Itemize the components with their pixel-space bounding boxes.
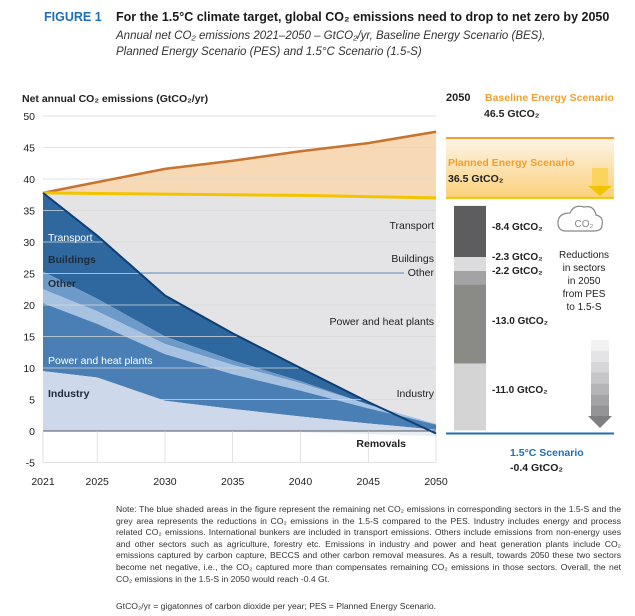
grey-arrow-segment (591, 340, 609, 351)
sector-label-power-right: Power and heat plants (330, 316, 435, 328)
panel-bes-label: Baseline Energy Scenario (485, 92, 614, 104)
y-tick-label: 0 (29, 426, 35, 438)
figure-subtitle-line1: Annual net CO₂ emissions 2021–2050 – GtC… (116, 30, 546, 42)
reductions-note-line: in 2050 (568, 276, 601, 287)
reductions-note-line: Reductions (559, 250, 609, 261)
sector-label-removals: Removals (356, 438, 406, 450)
reduction-value: -2.3 GtCO₂ (492, 252, 543, 263)
co2-cloud-icon (557, 205, 603, 232)
reductions-note-line: from PES (563, 289, 606, 300)
reductions-note-line: in sectors (563, 263, 606, 274)
removals-area (43, 431, 436, 437)
panel-year: 2050 (446, 92, 470, 104)
y-tick-label: 20 (23, 300, 35, 312)
figure-label: FIGURE 1 (44, 10, 102, 24)
panel-bes-pes-wedge (446, 139, 614, 198)
reduction-value: -13.0 GtCO₂ (492, 316, 548, 327)
x-tick-label: 2045 (357, 476, 381, 488)
panel-15s-value: -0.4 GtCO₂ (510, 462, 563, 474)
x-tick-label: 2050 (424, 476, 448, 488)
grey-arrow-segment (591, 350, 609, 362)
figure-note: Note: The blue shaded areas in the figur… (116, 504, 621, 584)
reduction-segment (454, 284, 486, 364)
reduction-value: -2.2 GtCO₂ (492, 266, 543, 277)
bes-pes-area (43, 131, 436, 198)
grey-arrow-segment (591, 361, 609, 373)
panel-bes-value: 46.5 GtCO₂ (484, 108, 540, 120)
sector-label-industry-left: Industry (48, 388, 90, 400)
sector-label-other-left: Other (48, 278, 76, 290)
figure-title: For the 1.5°C climate target, global CO₂… (116, 10, 610, 24)
y-tick-label: 45 (23, 143, 35, 155)
panel-15s-label: 1.5°C Scenario (510, 447, 584, 459)
reduction-segment (454, 363, 486, 431)
industry-area (43, 371, 436, 431)
grey-arrow-head (588, 416, 612, 428)
sector-label-buildings-left: Buildings (48, 254, 96, 266)
y-tick-label: 50 (23, 111, 35, 123)
reduction-segment (454, 205, 486, 258)
grey-arrow-segment (591, 394, 609, 406)
grey-reduction-area (43, 192, 436, 434)
figure-subtitle-line2: Planned Energy Scenario (PES) and 1.5°C … (116, 46, 422, 58)
y-tick-label: 5 (29, 395, 35, 407)
y-tick-label: 25 (23, 269, 35, 281)
co2-badge-label: CO₂ (575, 219, 594, 230)
x-tick-label: 2040 (289, 476, 313, 488)
panel-orange-arrow-shaft (592, 168, 608, 186)
reduction-value: -8.4 GtCO₂ (492, 222, 543, 233)
power-area (43, 303, 436, 430)
reduction-segment (454, 257, 486, 271)
sector-label-power-left: Power and heat plants (48, 355, 153, 367)
panel-pes-label: Planned Energy Scenario (448, 157, 575, 169)
x-tick-label: 2030 (153, 476, 177, 488)
sector-label-buildings-right: Buildings (391, 253, 434, 265)
x-tick-label: 2035 (221, 476, 245, 488)
panel-pes-value: 36.5 GtCO₂ (448, 173, 504, 185)
y-tick-label: 35 (23, 206, 35, 218)
reduction-segment (454, 270, 486, 285)
reductions-note-line: to 1.5-S (566, 302, 601, 313)
grey-arrow-segment (591, 383, 609, 395)
bes-line (42, 130, 437, 195)
net-emissions-line (42, 192, 437, 435)
pes-line (42, 191, 437, 200)
y-tick-label: -5 (26, 458, 35, 470)
sector-label-transport-right: Transport (389, 220, 434, 232)
y-axis-label: Net annual CO₂ emissions (GtCO₂/yr) (22, 93, 209, 105)
y-tick-label: 15 (23, 332, 35, 344)
grey-arrow-segment (591, 372, 609, 384)
grey-arrow-segment (591, 405, 609, 416)
sector-label-transport-left: Transport (48, 232, 93, 244)
reduction-value: -11.0 GtCO₂ (492, 385, 548, 396)
figure-subtitle: Annual net CO₂ emissions 2021–2050 – GtC… (116, 28, 635, 60)
sector-label-other-right: Other (408, 267, 435, 279)
y-tick-label: 30 (23, 237, 35, 249)
y-tick-label: 10 (23, 363, 35, 375)
y-tick-label: 40 (23, 174, 35, 186)
figure-footnote: GtCO₂/yr = gigatonnes of carbon dioxide … (116, 601, 437, 611)
x-tick-label: 2025 (86, 476, 110, 488)
panel-orange-arrow-head (588, 185, 612, 196)
x-tick-label: 2021 (31, 476, 55, 488)
sector-label-industry-right: Industry (397, 388, 435, 400)
